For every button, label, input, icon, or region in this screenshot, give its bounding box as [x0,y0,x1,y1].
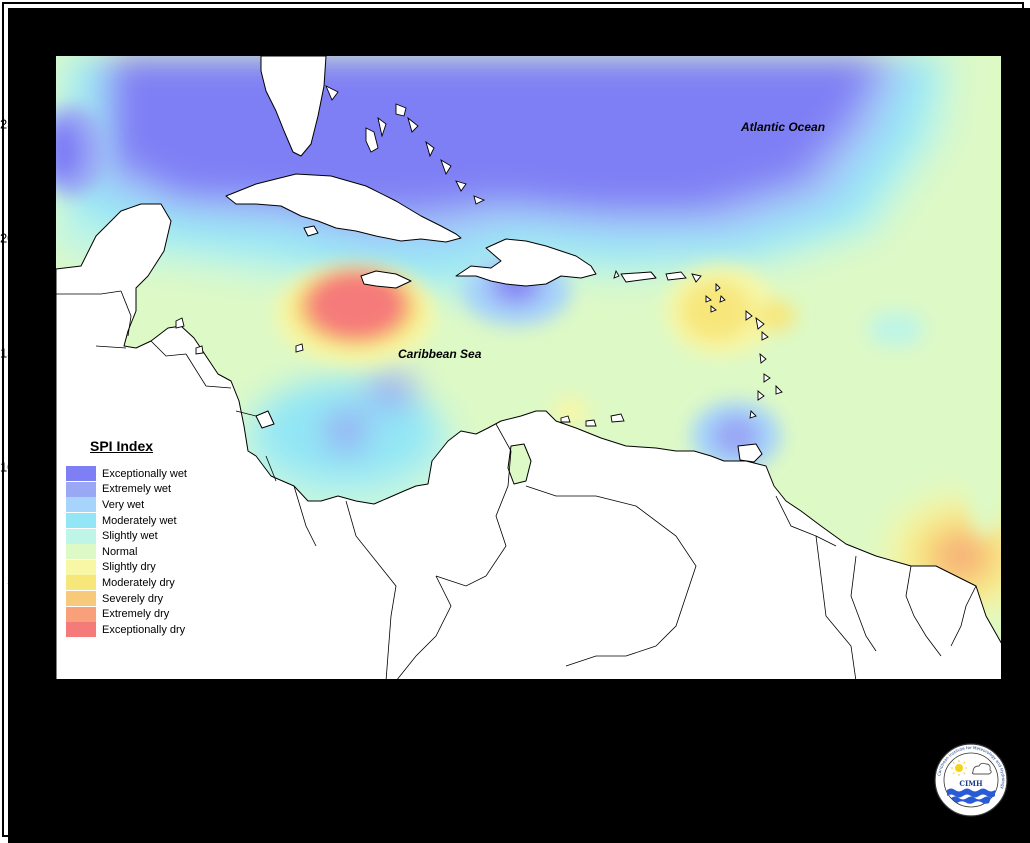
central-america [56,203,1001,679]
lake-maracaibo [507,443,532,485]
legend-label: Severely dry [102,592,164,605]
florida [260,56,327,157]
legend-item: Very wet [62,497,202,513]
spi-legend: SPI Index Exceptionally wet Extremely wet… [62,438,202,638]
legend-item: Extremely wet [62,481,202,498]
map-panel: Atlantic Ocean Caribbean Sea [55,55,1002,680]
country-borders [56,290,977,679]
legend-label: Extremely wet [102,483,172,496]
lat-label-25: 25°N [0,116,29,132]
legend-label: Slightly dry [102,561,156,574]
cloud-icon [971,762,992,775]
legend-item: Slightly wet [62,528,202,544]
logo-text: CIMH [959,779,983,788]
cuba [225,173,462,243]
legend-label: Normal [102,545,138,558]
caribbean-sea-label: Caribbean Sea [398,347,482,361]
gulf-wet-blob [56,106,106,196]
lat-tick-15 [49,353,55,354]
legend-swatch [66,575,96,591]
footer-line-2: Created by aggregating station based obs… [30,771,260,782]
legend-swatch [66,544,96,560]
hispaniola [455,238,597,287]
legend-label: Extremely dry [102,608,170,621]
east-wet-blob [868,311,924,347]
legend-label: Moderately wet [102,514,177,527]
legend-item: Slightly dry [62,559,202,576]
legend-swatch [66,606,96,622]
lon-tick-80 [328,680,329,686]
waves-icon [947,788,995,804]
legend-title: SPI Index [90,438,154,454]
puerto-rico [620,271,657,283]
legend-rows: Exceptionally wet Extremely wet Very wet Mo… [62,466,202,638]
lon-label-80: 80°W [312,696,344,711]
lat-label-15: 15°N [0,345,29,361]
legend-label: Exceptionally dry [102,623,186,636]
legend-swatch [66,528,96,544]
legend-item: Extremely dry [62,606,202,622]
central-america-wet-blob [236,373,456,516]
lon-tick-60 [785,680,786,686]
antilles-dry-blob [666,266,796,356]
legend-swatch [66,559,96,575]
lat-label-10: 10°N [0,459,29,475]
trinidad [737,443,763,463]
footer-line-3: provided by CariCOF, with NCEP/NCAR Rean… [16,783,274,794]
legend-label: Exceptionally wet [102,467,187,480]
legend-item: Moderately dry [62,575,202,591]
footer-line-1: Precipitation Map of the Caribbean Regio… [49,759,241,770]
lat-tick-25 [49,124,55,125]
legend-item: Exceptionally dry [62,622,202,638]
lake-nicaragua [255,410,275,429]
legend-swatch [66,591,96,607]
map-title: Standardized Precipitation Index for the… [235,18,820,37]
cimh-logo: CIMH Caribbean Institute for Meteorology… [933,742,1009,818]
legend-swatch [66,513,96,529]
small-islands [175,85,783,427]
legend-item: Moderately wet [62,513,202,529]
legend-label: Very wet [102,498,145,511]
jamaica-dry-blob [276,264,436,364]
legend-item: Exceptionally wet [62,466,202,482]
legend-swatch [66,466,96,482]
lon-tick-90 [99,680,100,686]
footer-note: Precipitation Map of the Caribbean Regio… [0,759,290,795]
lon-label-70: 70°W [540,696,572,711]
jamaica [360,270,412,289]
lon-label-60: 60°W [769,696,801,711]
lat-tick-20 [49,238,55,239]
legend-swatch [66,481,96,497]
lat-label-20: 20°N [0,230,29,246]
atlantic-ocean-label: Atlantic Ocean [741,120,826,134]
lat-tick-10 [49,467,55,468]
lat-label-5: 5°N [7,573,29,589]
legend-item: Normal [62,544,202,560]
credit-line: CIMH December-1969 [104,814,185,823]
lat-tick-5 [49,581,55,582]
isle-of-youth [303,225,319,237]
legend-label: Slightly wet [102,530,158,543]
landmasses [56,56,1001,679]
legend-item: Severely dry [62,591,202,607]
spi-map [56,56,1001,679]
legend-swatch [66,622,96,638]
sun-icon [951,760,967,776]
lon-label-90: 90°W [83,696,115,711]
cimh-logo-graphic: CIMH Caribbean Institute for Meteorology… [934,743,1008,817]
legend-label: Moderately dry [102,576,175,589]
legend-swatch [66,497,96,513]
lon-tick-70 [556,680,557,686]
